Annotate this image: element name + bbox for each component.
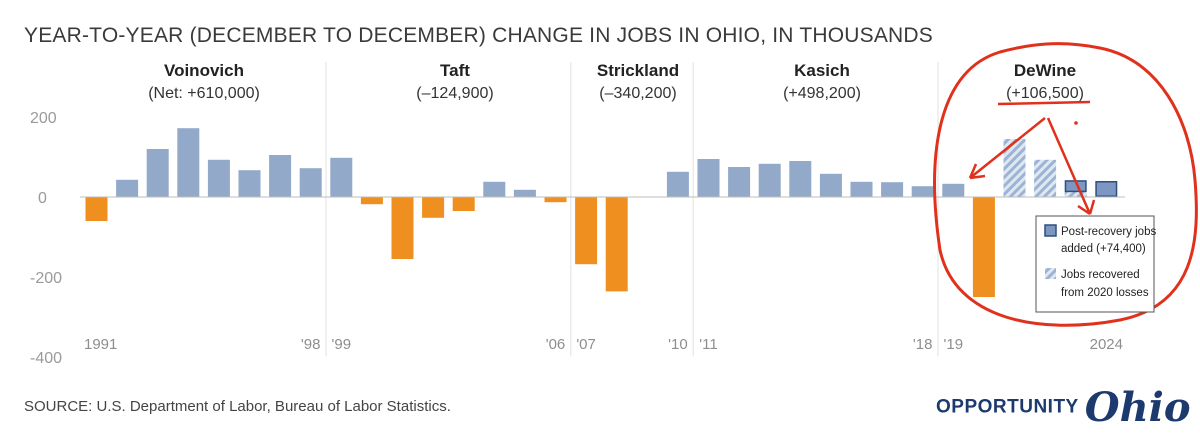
x-tick-label: '99: [332, 336, 352, 353]
bar-2008: [605, 197, 628, 292]
bar-1996: [238, 170, 261, 197]
bar-2021: [1003, 139, 1026, 197]
bar-2006: [544, 197, 567, 203]
y-tick-label: 200: [30, 110, 57, 127]
bar-2007: [575, 197, 598, 265]
annotation-arrow-left: [968, 117, 1046, 180]
bar-1994: [177, 128, 200, 197]
bar-2003: [452, 197, 475, 211]
red-annotation: [933, 42, 1198, 327]
x-tick-label: '18: [913, 336, 933, 353]
annotation-underline: [997, 100, 1091, 106]
bar-2013: [758, 163, 781, 197]
brand-logo: OPPORTUNITY Ohio: [936, 384, 1191, 431]
bar-2010: [666, 171, 689, 197]
administration-name: Taft: [440, 61, 470, 80]
source-note: SOURCE: U.S. Department of Labor, Bureau…: [24, 398, 451, 415]
brand-script: Ohio: [1084, 384, 1191, 431]
bar-2004: [483, 181, 506, 197]
legend: Post-recovery jobs added (+74,400) Jobs re…: [1035, 215, 1156, 313]
bar-2015: [819, 173, 842, 197]
legend-label: Post-recovery jobs: [1061, 226, 1156, 238]
x-tick-label: '10: [668, 336, 688, 353]
bar-1997: [269, 155, 292, 197]
legend-swatch-recovered: [1045, 268, 1056, 279]
x-tick-label: 1991: [84, 336, 117, 353]
y-tick-label: -200: [30, 270, 62, 287]
annotation-circle: [933, 42, 1198, 327]
brand-text: OPPORTUNITY: [936, 396, 1079, 418]
bar-2011: [697, 159, 720, 197]
bar-2016: [850, 181, 873, 197]
administration-net: (Net: +610,000): [148, 85, 260, 102]
bar-recovered-2023: [1064, 191, 1087, 197]
administration-labels: Voinovich (Net: +610,000) Taft (–124,900) St…: [148, 61, 1084, 102]
x-tick-label: '98: [301, 336, 321, 353]
administration-net: (+498,200): [783, 85, 861, 102]
administration-name: DeWine: [1014, 61, 1076, 80]
x-tick-label: '06: [546, 336, 566, 353]
y-axis: 200 0 -200 -400: [30, 110, 62, 367]
y-tick-label: 0: [38, 190, 47, 207]
x-tick-label: '07: [576, 336, 596, 353]
bar-1995: [207, 159, 230, 197]
bar-2024: [1095, 181, 1118, 197]
bar-1991: [85, 197, 108, 221]
legend-label: from 2020 losses: [1061, 287, 1149, 299]
bar-2012: [728, 167, 751, 197]
bar-2020: [972, 197, 995, 297]
legend-label: Jobs recovered: [1061, 269, 1140, 281]
bar-2019: [942, 183, 965, 197]
administration-net: (–340,200): [599, 85, 676, 102]
bar-2022: [1034, 159, 1057, 197]
x-tick-label: '19: [944, 336, 964, 353]
chart-title: YEAR-TO-YEAR (DECEMBER TO DECEMBER) CHAN…: [24, 24, 933, 47]
bar-2018: [911, 186, 934, 197]
bar-2000: [360, 197, 383, 205]
administration-dividers: [325, 62, 939, 356]
bar-2014: [789, 161, 812, 197]
administration-net: (+106,500): [1006, 85, 1084, 102]
bar-1999: [330, 157, 353, 197]
x-tick-label: 2024: [1090, 336, 1123, 353]
annotation-arrow-right: [1046, 117, 1096, 216]
bar-2001: [391, 197, 414, 259]
administration-name: Kasich: [794, 61, 850, 80]
administration-name: Voinovich: [164, 61, 244, 80]
legend-swatch-post-recovery: [1044, 224, 1057, 237]
bar-1993: [146, 149, 169, 197]
bar-2002: [422, 197, 445, 218]
bar-1998: [299, 168, 322, 197]
y-tick-label: -400: [30, 350, 62, 367]
legend-label: added (+74,400): [1061, 243, 1146, 255]
x-tick-label: '11: [699, 336, 717, 353]
bar-2005: [513, 189, 536, 197]
bars-group: [80, 128, 1125, 297]
annotation-dot: [1074, 121, 1078, 125]
administration-net: (–124,900): [416, 85, 493, 102]
bar-2017: [881, 182, 904, 197]
administration-name: Strickland: [597, 61, 679, 80]
x-axis: 1991 '98 '99 '06 '07 '10 '11 '18 '19 2024: [84, 336, 1123, 353]
bar-1992: [116, 179, 139, 197]
